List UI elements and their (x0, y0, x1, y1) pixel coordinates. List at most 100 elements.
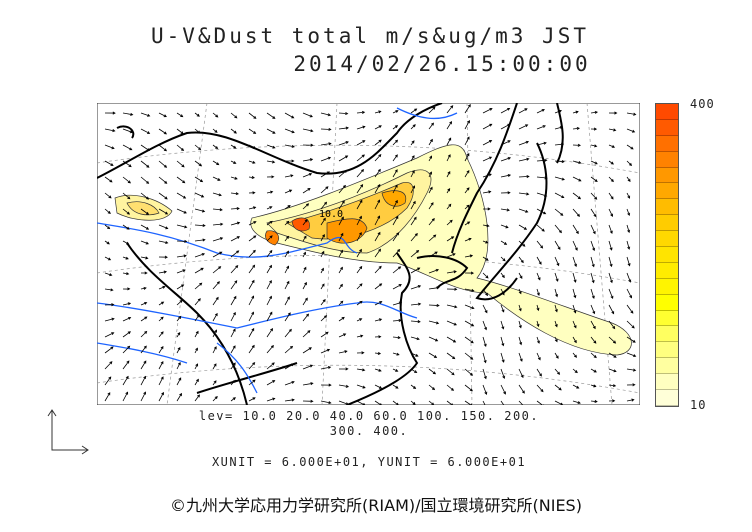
wind-arrow (302, 112, 313, 118)
wind-arrow (410, 352, 419, 357)
wind-arrow (176, 315, 182, 322)
wind-arrow (554, 240, 561, 250)
wind-arrow (338, 126, 349, 130)
wind-arrow (590, 160, 598, 165)
wind-arrow (518, 336, 523, 346)
wind-arrow (158, 240, 169, 244)
wind-arrow (356, 169, 365, 178)
wind-arrow (626, 224, 631, 234)
wind-arrow (176, 377, 182, 386)
wind-arrow (554, 304, 558, 313)
wind-arrow (158, 360, 164, 370)
wind-arrow (410, 185, 416, 194)
wind-arrow (356, 184, 364, 194)
wind-arrow (248, 362, 256, 370)
colorbar-min-label: 10 (690, 398, 707, 412)
wind-arrow (626, 112, 637, 116)
wind-arrow (446, 171, 451, 178)
wind-arrow (320, 267, 324, 274)
wind-arrow (500, 336, 505, 347)
wind-arrow (410, 368, 418, 373)
wind-arrow (590, 144, 598, 148)
wind-arrow (536, 141, 547, 146)
wind-arrow (446, 203, 452, 210)
wind-arrow (320, 127, 332, 131)
wind-arrow (194, 314, 200, 322)
wind-arrow (338, 249, 343, 258)
wind-arrow (284, 250, 289, 258)
wind-arrow (194, 363, 199, 370)
colorbar-band (656, 310, 678, 327)
wind-arrow (356, 232, 362, 242)
wind-arrow (500, 352, 505, 363)
wind-arrow (464, 237, 472, 242)
wind-arrow (392, 336, 401, 340)
wind-arrow (392, 266, 402, 274)
wind-arrow (464, 187, 470, 194)
wind-arrow (356, 125, 366, 130)
colorbar-band (656, 342, 678, 359)
wind-arrow (536, 320, 540, 328)
colorbar-band (656, 199, 678, 216)
wind-arrow (284, 235, 290, 242)
wind-arrow (302, 382, 314, 386)
wind-arrow (518, 384, 525, 394)
wind-arrow (392, 301, 403, 306)
wind-arrow (464, 320, 475, 327)
wind-arrow (428, 352, 438, 358)
wind-arrow (194, 267, 204, 274)
wind-arrow (392, 232, 400, 242)
wind-arrow (374, 231, 381, 242)
wind-arrow (230, 176, 238, 180)
wind-arrow (608, 399, 616, 403)
wind-arrow (464, 304, 475, 310)
wind-arrow (338, 141, 349, 146)
wind-arrow (338, 184, 346, 194)
wind-arrow (176, 176, 186, 184)
wind-arrow (320, 171, 330, 178)
wind-arrow (428, 251, 438, 258)
wind-arrow (104, 144, 115, 150)
wind-arrow (158, 301, 165, 306)
wind-arrow (590, 224, 596, 235)
wind-arrow (266, 112, 276, 119)
wind-arrow (194, 238, 206, 242)
wind-arrow (482, 320, 487, 331)
wind-arrow (302, 330, 311, 338)
wind-arrow (518, 352, 523, 362)
wind-arrow (608, 240, 613, 251)
wind-arrow (122, 160, 132, 168)
wind-arrow (266, 295, 272, 306)
wind-arrow (122, 272, 130, 276)
wind-arrow (212, 128, 218, 133)
wind-arrow (590, 110, 599, 114)
wind-arrow (536, 224, 545, 232)
wind-arrow (320, 186, 329, 194)
chart-title: U-V&Dust total m/s&ug/m3 JST (150, 24, 589, 48)
wind-arrow (608, 368, 617, 373)
wind-arrow (266, 160, 276, 164)
wind-arrow (446, 236, 455, 242)
wind-arrow (536, 288, 540, 296)
wind-arrow (284, 280, 290, 290)
wind-arrow (356, 384, 366, 389)
wind-arrow (572, 110, 579, 114)
wind-arrow (104, 192, 112, 199)
wind-arrow (482, 190, 492, 194)
wind-arrow (554, 160, 565, 164)
wind-arrow (374, 368, 382, 372)
wind-arrow (230, 128, 237, 134)
wind-arrow (266, 344, 274, 354)
wind-arrow (374, 283, 383, 290)
wind-arrow (212, 380, 217, 386)
wind-arrow (122, 144, 133, 151)
wind-arrow (374, 215, 381, 226)
wind-arrow (194, 208, 206, 213)
wind-arrow (428, 336, 439, 342)
wind-arrow (518, 192, 530, 196)
wind-arrow (554, 109, 562, 114)
wind-arrow (356, 140, 366, 146)
dust-map: 10.0 (97, 103, 640, 405)
wind-arrow (122, 176, 131, 184)
wind-arrow (266, 128, 276, 134)
